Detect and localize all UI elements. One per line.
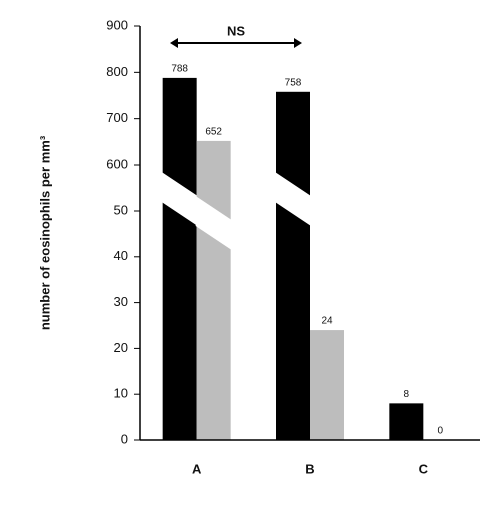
y-tick-label: 900 [106, 17, 128, 32]
x-tick-label: A [192, 461, 202, 476]
value-label: 24 [321, 316, 333, 327]
value-label: 788 [171, 64, 188, 75]
bar [389, 403, 424, 440]
value-label: 758 [285, 77, 302, 88]
y-tick-label: 700 [106, 110, 128, 125]
axis-break [195, 196, 232, 250]
y-tick-label: 40 [114, 248, 128, 263]
y-axis-label: number of eosinophils per mm³ [37, 135, 52, 330]
plot: 0 10 20 30 40 50 600 700 800 900 A 788 652 B 758 24 C 8 0 [106, 17, 443, 476]
bar [196, 140, 231, 440]
value-label: 0 [438, 426, 444, 437]
arrow-head [170, 38, 178, 48]
y-tick-label: 0 [121, 431, 128, 446]
axis-break [161, 172, 198, 226]
y-tick-label: 800 [106, 64, 128, 79]
arrow-head [294, 38, 302, 48]
x-tick-label: C [419, 461, 429, 476]
y-tick-label: 600 [106, 156, 128, 171]
axis-break [275, 172, 311, 226]
bar [276, 91, 310, 440]
value-label: 8 [404, 389, 410, 400]
y-tick-label: 30 [114, 294, 128, 309]
bar [162, 77, 197, 440]
x-tick-label: B [305, 461, 314, 476]
annotation: NS [227, 23, 245, 38]
bar [310, 330, 344, 440]
value-label: 652 [205, 127, 222, 138]
y-tick-label: 50 [114, 202, 128, 217]
y-tick-label: 20 [114, 340, 128, 355]
y-tick-label: 10 [114, 386, 128, 401]
